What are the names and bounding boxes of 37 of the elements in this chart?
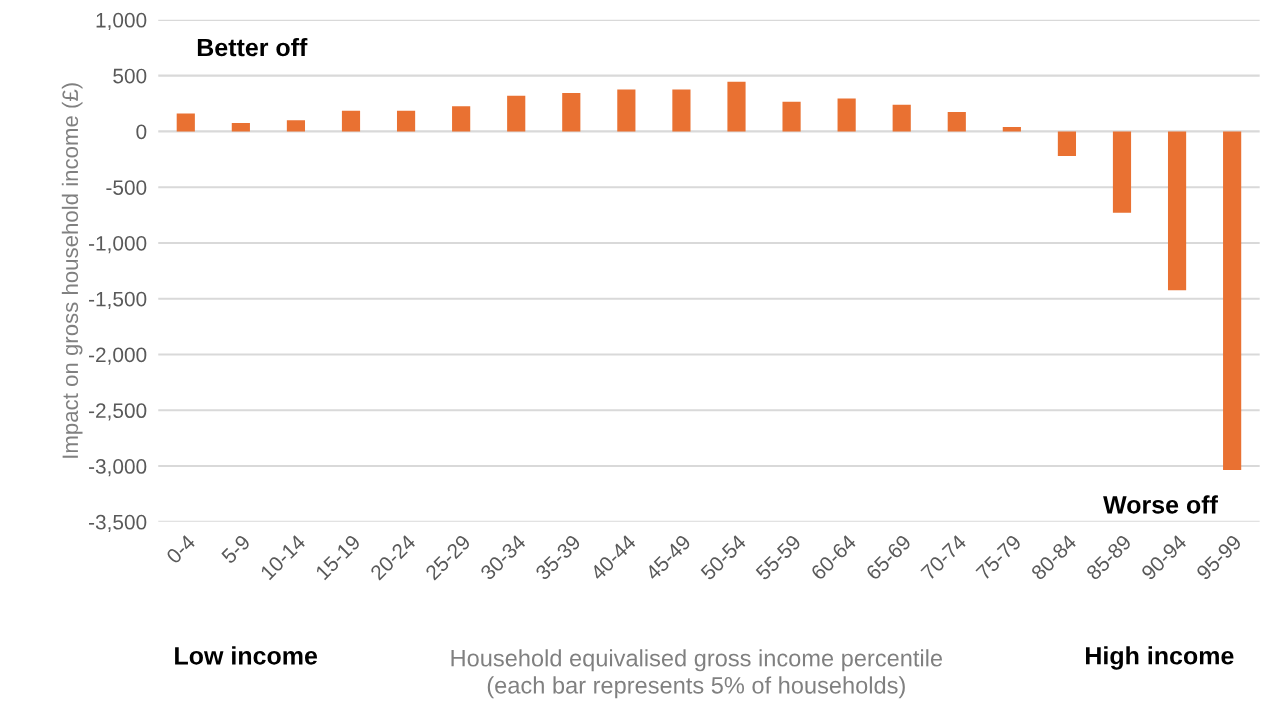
bar <box>1167 131 1187 291</box>
annotation: Worse off <box>1103 495 1218 514</box>
annotation: Better off <box>197 37 308 57</box>
y-tick-label: -500 <box>106 180 147 195</box>
bar <box>947 111 966 132</box>
y-tick-label: -3,500 <box>89 514 147 533</box>
bar <box>892 104 911 132</box>
bar <box>727 81 746 132</box>
bar <box>176 113 195 132</box>
y-tick-label: -2,000 <box>89 347 147 365</box>
x-tick-label: 5-9 <box>220 534 251 565</box>
bar <box>837 98 856 132</box>
bar <box>507 95 526 132</box>
y-axis-title: Impact on gross household income (£) <box>61 83 83 458</box>
bar <box>341 110 361 132</box>
bar <box>562 92 581 132</box>
text: Low income <box>175 646 318 665</box>
y-tick-label: -1,500 <box>89 291 147 309</box>
y-tick-label: 0 <box>136 124 147 140</box>
bar <box>617 89 636 132</box>
bar <box>782 101 801 132</box>
bar <box>672 89 691 132</box>
x-tick-label: 0-4 <box>165 533 197 565</box>
bar <box>231 123 250 132</box>
bar <box>1057 131 1077 156</box>
bar <box>1223 131 1242 470</box>
y-tick-label: -1,000 <box>89 235 147 254</box>
y-tick-label: -2,500 <box>89 403 147 421</box>
y-tick-label: 500 <box>113 68 147 84</box>
bar <box>286 120 306 132</box>
text: High income <box>1086 646 1234 670</box>
bar <box>1112 131 1132 213</box>
bar <box>452 106 471 132</box>
y-tick-label: 1,000 <box>96 12 147 31</box>
x-axis-title: Household equivalised gross income percentile (each bar represents 5% of households) <box>451 649 943 699</box>
y-tick-label: -3,000 <box>89 459 147 477</box>
bar <box>396 110 416 132</box>
